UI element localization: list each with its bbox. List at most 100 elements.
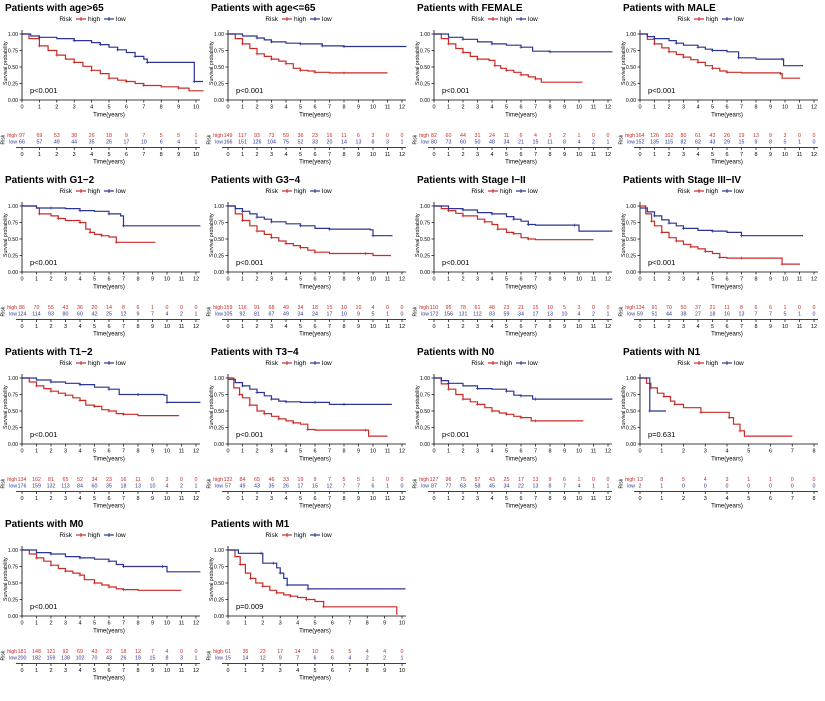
- y-tick-label: 0.75: [626, 221, 636, 227]
- risk-x-tick-label: 8: [136, 496, 139, 502]
- risk-count-low: 7: [563, 484, 566, 490]
- risk-x-tick-label: 2: [667, 324, 670, 330]
- risk-count-low: 59: [637, 312, 643, 318]
- risk-count-high: 19: [739, 133, 745, 139]
- risk-row-label-low: low: [215, 484, 223, 490]
- risk-count-high: 4: [372, 305, 375, 311]
- y-tick-label: 0.00: [8, 270, 18, 276]
- risk-count-high: 10: [547, 305, 553, 311]
- y-tick-label: 0.25: [8, 254, 18, 260]
- risk-count-high: 0: [166, 305, 169, 311]
- legend-low-label: low: [528, 16, 538, 23]
- x-tick-label: 5: [505, 449, 508, 455]
- x-tick-label: 12: [605, 105, 611, 111]
- risk-count-high: 53: [54, 133, 60, 139]
- x-tick-label: 5: [93, 449, 96, 455]
- risk-x-tick-label: 10: [164, 324, 170, 330]
- x-tick-label: 0: [226, 105, 229, 111]
- risk-x-tick-label: 3: [270, 496, 273, 502]
- risk-row-label-high: high: [7, 305, 17, 311]
- x-axis-title: Time(years): [505, 457, 537, 463]
- x-tick-label: 3: [476, 277, 479, 283]
- risk-x-tick-label: 5: [313, 668, 316, 674]
- risk-count-low: 51: [652, 312, 658, 318]
- risk-row-label-low: low: [215, 312, 223, 318]
- risk-x-tick-label: 2: [49, 496, 52, 502]
- risk-count-low: 15: [312, 484, 318, 490]
- y-tick-label: 0.00: [8, 442, 18, 448]
- risk-x-tick-label: 11: [591, 152, 597, 158]
- p-value: p<0.001: [648, 258, 675, 267]
- risk-x-tick-label: 1: [244, 668, 247, 674]
- risk-count-low: 93: [48, 312, 54, 318]
- risk-count-low: 1: [607, 484, 610, 490]
- risk-count-low: 1: [195, 656, 198, 662]
- risk-x-tick-label: 5: [299, 496, 302, 502]
- risk-count-high: 15: [533, 305, 539, 311]
- risk-count-low: 75: [283, 140, 289, 146]
- y-tick-label: 0.75: [214, 565, 224, 571]
- risk-count-high: 69: [77, 649, 83, 655]
- x-tick-label: 10: [370, 277, 376, 283]
- risk-count-low: 104: [267, 140, 276, 146]
- risk-count-low: 8: [166, 656, 169, 662]
- risk-x-tick-label: 4: [490, 152, 493, 158]
- risk-count-low: 2: [592, 140, 595, 146]
- y-tick-label: 0.50: [626, 65, 636, 71]
- risk-count-low: 80: [431, 140, 437, 146]
- y-tick-label: 0.50: [626, 237, 636, 243]
- risk-count-low: 138: [61, 656, 70, 662]
- panel-title: Patients with FEMALE: [417, 3, 523, 14]
- risk-count-high: 0: [592, 477, 595, 483]
- panel-title: Patients with Stage III−IV: [623, 175, 741, 186]
- y-tick-label: 0.75: [214, 393, 224, 399]
- legend-low-label: low: [116, 360, 126, 367]
- x-tick-label: 4: [284, 105, 287, 111]
- risk-x-tick-label: 7: [740, 324, 743, 330]
- risk-count-high: 15: [327, 305, 333, 311]
- panel-title: Patients with N0: [417, 347, 495, 358]
- panel-title: Patients with age<=65: [211, 3, 316, 14]
- risk-x-tick-label: 6: [107, 496, 110, 502]
- risk-count-high: 102: [665, 133, 674, 139]
- risk-count-low: 1: [798, 140, 801, 146]
- x-tick-label: 8: [160, 105, 163, 111]
- risk-count-low: 200: [18, 656, 27, 662]
- risk-count-low: 26: [121, 656, 127, 662]
- x-tick-label: 7: [534, 277, 537, 283]
- risk-x-tick-label: 6: [107, 324, 110, 330]
- risk-axis-title: Risk: [619, 478, 625, 488]
- risk-count-high: 134: [636, 305, 645, 311]
- x-tick-label: 6: [519, 449, 522, 455]
- x-tick-label: 4: [490, 277, 493, 283]
- risk-count-high: 110: [430, 305, 438, 311]
- risk-count-high: 43: [63, 305, 69, 311]
- risk-count-high: 117: [238, 133, 246, 139]
- risk-count-low: 3: [180, 656, 183, 662]
- x-tick-label: 9: [769, 277, 772, 283]
- x-tick-label: 7: [534, 105, 537, 111]
- risk-count-low: 25: [106, 140, 112, 146]
- risk-x-tick-label: 8: [160, 152, 163, 158]
- x-tick-label: 10: [782, 277, 788, 283]
- risk-axis-title: Risk: [207, 478, 213, 488]
- risk-count-high: 7: [328, 477, 331, 483]
- x-tick-label: 2: [49, 277, 52, 283]
- legend-high-label: high: [294, 532, 307, 539]
- x-tick-label: 1: [35, 621, 38, 627]
- legend-title: Risk: [265, 16, 278, 23]
- risk-count-low: 3: [386, 140, 389, 146]
- legend-low-label: low: [116, 532, 126, 539]
- risk-count-high: 25: [504, 477, 510, 483]
- risk-count-high: 4: [166, 649, 169, 655]
- km-panel-7: Patients with Stage I−II Risk high low 1.00 0…: [412, 172, 618, 344]
- risk-count-low: 0: [769, 484, 772, 490]
- y-tick-label: 1.00: [626, 204, 636, 210]
- x-tick-label: 4: [725, 449, 728, 455]
- risk-count-high: 1: [372, 477, 375, 483]
- risk-count-high: 23: [106, 477, 112, 483]
- risk-x-tick-label: 4: [90, 152, 93, 158]
- risk-x-axis-title: Time(years): [505, 504, 537, 510]
- risk-count-low: 35: [269, 484, 275, 490]
